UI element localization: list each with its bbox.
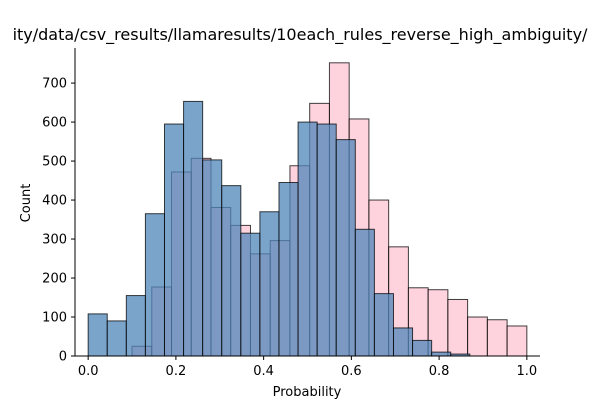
y-tick-label: 500	[42, 155, 67, 170]
series-1-bar-0	[87, 313, 108, 357]
series-1-bar-7	[221, 185, 242, 357]
series-1-bar-9	[259, 211, 280, 357]
series-1-bar-15	[373, 293, 394, 357]
y-tick-label: 0	[59, 350, 67, 365]
y-tick-label: 100	[42, 311, 67, 326]
series-1-bar-16	[392, 327, 414, 357]
series-0-bar-18	[486, 319, 508, 357]
x-tick-label: 0.8	[429, 364, 450, 379]
series-1-bar-17	[412, 339, 433, 357]
x-tick-label: 0.6	[341, 364, 362, 379]
series-1-bar-10	[278, 182, 299, 357]
y-axis-label: Count	[19, 184, 34, 223]
x-tick-label: 1.0	[516, 364, 537, 379]
series-1-bar-2	[125, 295, 146, 357]
series-1-bar-13	[335, 139, 356, 357]
x-tick-label: 0.0	[78, 364, 99, 379]
series-0-bar-16	[447, 298, 469, 357]
series-1-bar-5	[183, 100, 204, 357]
axes-layer: 0.0 0.2 0.4 0.6 0.8 1.0 0 100 200 300 400 500 600 700	[42, 48, 540, 379]
series-1-bar-3	[144, 213, 165, 357]
chart-title: ity/data/csv_results/llamaresults/10each…	[13, 25, 588, 45]
y-tick-label: 600	[42, 116, 67, 131]
series-1-bar-4	[163, 123, 185, 357]
x-tick-label: 0.2	[166, 364, 187, 379]
y-tick-label: 300	[42, 233, 67, 248]
x-axis-label: Probability	[273, 385, 342, 400]
x-tick-label: 0.4	[253, 364, 274, 379]
bars-layer	[87, 62, 528, 357]
series-1-bar-1	[106, 320, 127, 357]
series-1-bar-14	[354, 228, 375, 357]
series-1-bar-6	[202, 159, 223, 357]
series-1-bar-8	[240, 232, 261, 357]
series-1-bar-12	[316, 123, 337, 357]
series-1-bar-18	[431, 351, 452, 357]
y-tick-label: 700	[42, 77, 67, 92]
series-0-bar-19	[506, 325, 528, 357]
y-tick-label: 400	[42, 194, 67, 209]
y-tick-label: 200	[42, 272, 67, 287]
series-1-bar-11	[297, 121, 318, 357]
series-0-bar-17	[467, 316, 488, 357]
